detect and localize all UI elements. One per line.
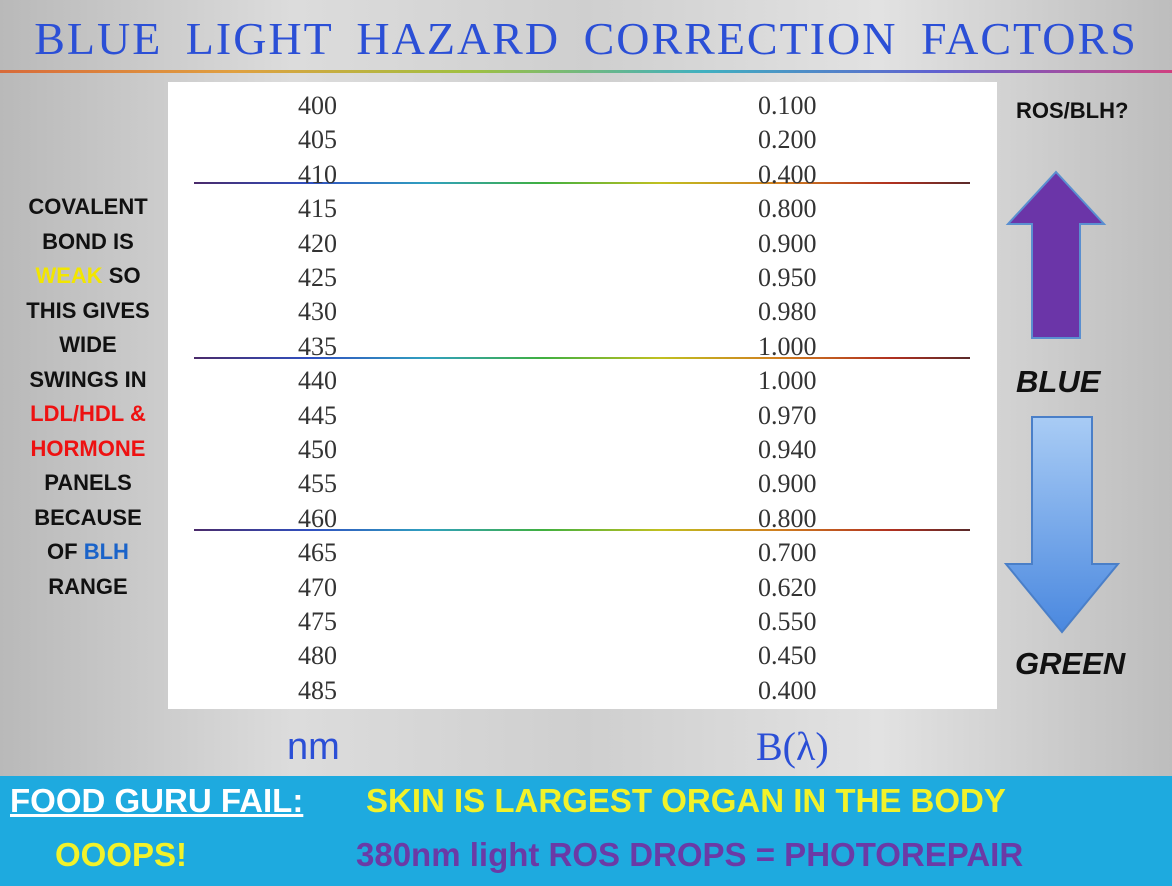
footer-banner: FOOD GURU FAIL: SKIN IS LARGEST ORGAN IN… xyxy=(0,776,1172,886)
wavelength-cell: 485 xyxy=(298,675,337,705)
green-label: GREEN xyxy=(1015,646,1126,681)
note-hormone: HORMONE xyxy=(30,435,146,461)
wavelength-cell: 480 xyxy=(298,641,337,671)
note-line: BOND IS xyxy=(42,228,134,254)
table-row: 415 0.800 xyxy=(168,191,997,225)
wavelength-cell: 460 xyxy=(298,503,337,533)
factor-cell: 0.800 xyxy=(758,194,817,224)
note-line: THIS GIVES xyxy=(26,297,150,323)
factor-cell: 0.950 xyxy=(758,263,817,292)
wavelength-cell: 435 xyxy=(298,331,337,361)
table-row: 480 0.450 xyxy=(168,638,997,672)
table-row: 445 0.970 xyxy=(168,398,997,432)
wavelength-cell: 420 xyxy=(298,228,337,258)
wavelength-cell: 400 xyxy=(298,91,337,120)
table-row: 470 0.620 xyxy=(168,570,997,604)
table-row: 485 0.400 xyxy=(168,673,997,707)
correction-factor-table: 400 0.100 405 0.200 410 0.400 415 0.800 420 0.900… xyxy=(168,82,997,709)
note-blh: BLH xyxy=(83,539,129,564)
wavelength-cell: 430 xyxy=(298,297,337,327)
note-line: RANGE xyxy=(48,573,128,599)
left-note: COVALENT BOND IS WEAK SO THIS GIVES WIDE… xyxy=(8,190,168,604)
spectrum-divider xyxy=(194,357,970,359)
factor-cell: 0.980 xyxy=(758,297,817,327)
table-row: 400 0.100 xyxy=(168,88,997,122)
ooops-text: OOOPS! xyxy=(55,836,188,873)
wavelength-cell: 465 xyxy=(298,538,337,568)
wavelength-cell: 410 xyxy=(298,159,337,189)
table-row: 425 0.950 xyxy=(168,260,997,294)
skin-organ-text: SKIN IS LARGEST ORGAN IN THE BODY xyxy=(366,782,1006,819)
up-arrow-icon xyxy=(1005,170,1107,339)
down-arrow-icon xyxy=(1003,416,1121,634)
ros-blh-label: ROS/BLH? xyxy=(1016,98,1129,123)
wavelength-cell: 415 xyxy=(298,194,337,224)
spectrum-divider xyxy=(194,529,970,531)
b-lambda-axis-label: B(λ) xyxy=(756,724,829,769)
note-so: SO xyxy=(102,263,141,288)
table-row: 420 0.900 xyxy=(168,226,997,260)
wavelength-cell: 425 xyxy=(298,263,337,292)
factor-cell: 1.000 xyxy=(758,366,817,396)
wavelength-cell: 475 xyxy=(298,607,337,636)
blue-label: BLUE xyxy=(1016,364,1101,399)
title-rule xyxy=(0,70,1172,73)
wavelength-cell: 470 xyxy=(298,572,337,602)
factor-cell: 0.200 xyxy=(758,125,817,155)
note-line: PANELS xyxy=(44,470,132,495)
factor-cell: 0.900 xyxy=(758,469,817,499)
note-of: OF xyxy=(47,539,84,564)
slide-title: BLUE LIGHT HAZARD CORRECTION FACTORS xyxy=(34,13,1138,64)
wavelength-cell: 450 xyxy=(298,435,337,464)
factor-cell: 0.400 xyxy=(758,675,817,705)
table-row: 460 0.800 xyxy=(168,501,997,535)
factor-cell: 0.400 xyxy=(758,159,817,189)
factor-cell: 0.800 xyxy=(758,503,817,533)
note-ldl: LDL/HDL & xyxy=(30,401,146,426)
nm-axis-label: nm xyxy=(287,726,340,768)
factor-cell: 0.900 xyxy=(758,228,817,258)
note-line: SWINGS IN xyxy=(29,366,147,392)
table-row: 410 0.400 xyxy=(168,157,997,191)
note-line: OF BLH xyxy=(8,535,168,570)
factor-cell: 0.100 xyxy=(758,91,817,120)
table-row: 455 0.900 xyxy=(168,466,997,500)
note-line: WEAK SO xyxy=(8,259,168,294)
wavelength-cell: 445 xyxy=(298,400,337,430)
factor-cell: 0.550 xyxy=(758,607,817,636)
wavelength-cell: 405 xyxy=(298,125,337,155)
note-weak: WEAK xyxy=(35,263,103,288)
note-line: BECAUSE xyxy=(34,504,142,530)
table-row: 465 0.700 xyxy=(168,535,997,569)
table-row: 430 0.980 xyxy=(168,294,997,328)
wavelength-cell: 455 xyxy=(298,469,337,499)
factor-cell: 0.970 xyxy=(758,400,817,430)
photorepair-text: 380nm light ROS DROPS = PHOTOREPAIR xyxy=(356,836,1024,873)
wavelength-cell: 440 xyxy=(298,366,337,396)
table-row: 440 1.000 xyxy=(168,363,997,397)
table-row: 405 0.200 xyxy=(168,122,997,156)
note-line: WIDE xyxy=(59,332,117,357)
spectrum-divider xyxy=(194,182,970,184)
factor-cell: 0.620 xyxy=(758,572,817,602)
table-row: 435 1.000 xyxy=(168,329,997,363)
food-guru-fail-text: FOOD GURU FAIL: xyxy=(10,782,304,819)
factor-cell: 0.450 xyxy=(758,641,817,671)
note-line: COVALENT xyxy=(28,194,148,219)
factor-cell: 1.000 xyxy=(758,331,817,361)
factor-cell: 0.700 xyxy=(758,538,817,568)
factor-cell: 0.940 xyxy=(758,435,817,464)
table-row: 450 0.940 xyxy=(168,432,997,466)
table-row: 475 0.550 xyxy=(168,604,997,638)
